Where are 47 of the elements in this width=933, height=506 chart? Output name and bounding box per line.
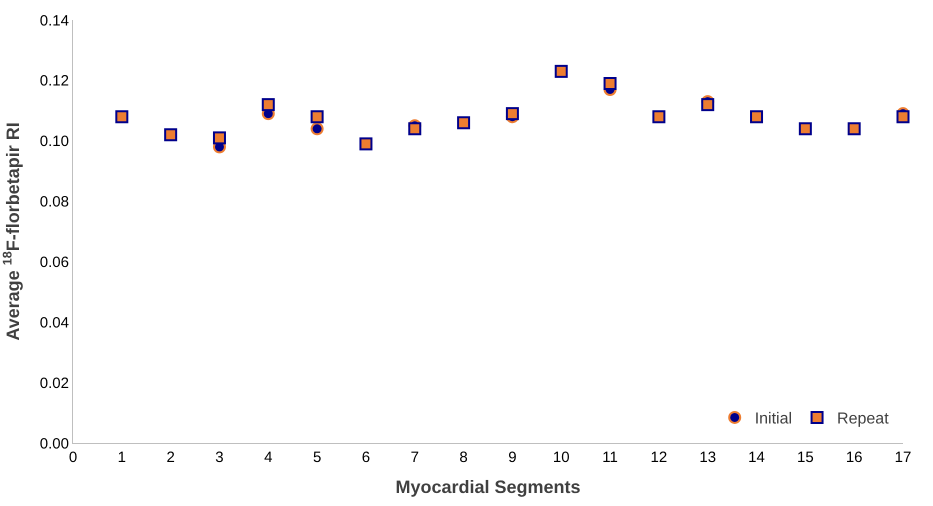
point: [750, 110, 764, 124]
x-tick-label: 17: [894, 449, 912, 466]
point: [701, 98, 714, 112]
x-tick-label: 3: [215, 449, 224, 466]
x-tick-label: 7: [410, 449, 419, 466]
y-tick-label: 0.12: [40, 72, 69, 90]
point: [115, 110, 128, 124]
x-tick-label: 14: [748, 449, 765, 466]
x-tick-label: 12: [650, 449, 668, 466]
x-tick-label: 13: [699, 449, 716, 466]
x-tick-label: 8: [459, 449, 468, 466]
y-tick-label: 0.08: [40, 194, 69, 211]
x-tick-label: 16: [846, 449, 863, 466]
x-tick-label: 5: [312, 449, 322, 466]
point: [896, 110, 910, 124]
y-tick-label: 0.14: [40, 12, 69, 30]
x-tick-label: 0: [68, 449, 78, 466]
point: [310, 122, 324, 136]
y-tick-label: 0.04: [40, 314, 69, 332]
x-tick-label: 1: [118, 449, 126, 466]
point: [262, 98, 275, 112]
x-tick-label: 6: [362, 449, 370, 466]
point: [506, 107, 519, 120]
legend-label: Repeat: [837, 410, 890, 428]
point: [164, 128, 178, 142]
point: [359, 137, 372, 150]
point: [652, 110, 666, 124]
point: [310, 110, 324, 124]
x-tick-label: 15: [797, 449, 814, 466]
y-tick-label: 0.06: [40, 254, 69, 271]
point: [457, 116, 470, 130]
y-tick-label: 0.10: [40, 133, 69, 150]
x-tick-label: 11: [602, 449, 618, 466]
x-tick-label: 10: [552, 449, 570, 466]
point: [604, 76, 617, 90]
point: [848, 122, 861, 136]
x-tick-label: 9: [508, 449, 517, 466]
point: [798, 122, 812, 136]
point: [212, 131, 226, 144]
point: [408, 122, 422, 136]
x-axis-title: Myocardial Segments: [395, 477, 581, 498]
y-tick-label: 0.02: [40, 374, 69, 392]
point: [554, 64, 568, 78]
x-tick-label: 2: [166, 449, 175, 466]
legend-label: Initial: [754, 410, 792, 428]
x-tick-label: 4: [264, 449, 272, 466]
y-tick-label: 0.00: [40, 435, 69, 452]
